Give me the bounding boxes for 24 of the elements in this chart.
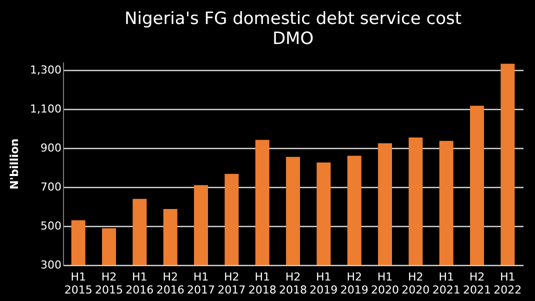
- y-tick-label: 1,100: [30, 102, 62, 116]
- x-tick-label: H1 2020: [371, 270, 399, 296]
- x-tick-label: H2 2015: [95, 270, 123, 296]
- chart-title: Nigeria's FG domestic debt service cost: [124, 9, 462, 29]
- x-tick-label: H2 2021: [463, 270, 491, 296]
- y-tick-label: 500: [40, 219, 62, 232]
- y-tick-label: 700: [40, 180, 62, 194]
- x-tick-label: H1 2021: [432, 270, 460, 296]
- y-tick-label: 300: [40, 258, 62, 272]
- x-tick-label: H2 2019: [340, 270, 368, 296]
- y-tick-label: 1,300: [30, 63, 62, 76]
- y-tick-label: 900: [40, 141, 62, 154]
- x-tick-label: H2 2016: [156, 270, 184, 296]
- y-axis-title: N'billion: [8, 138, 22, 190]
- x-tick-label: H1 2015: [64, 270, 92, 296]
- x-tick-label: H1 2022: [494, 270, 522, 296]
- x-tick-label: H1 2016: [126, 270, 154, 296]
- x-tick-label: H1 2019: [310, 270, 338, 296]
- x-tick-label: H2 2018: [279, 270, 307, 296]
- chart-subtitle: DMO: [272, 29, 314, 49]
- x-tick-label: H1 2017: [187, 270, 215, 296]
- x-tick-label: H1 2018: [248, 270, 276, 296]
- x-tick-label: H2 2020: [402, 270, 430, 296]
- x-tick-label: H2 2017: [218, 270, 246, 296]
